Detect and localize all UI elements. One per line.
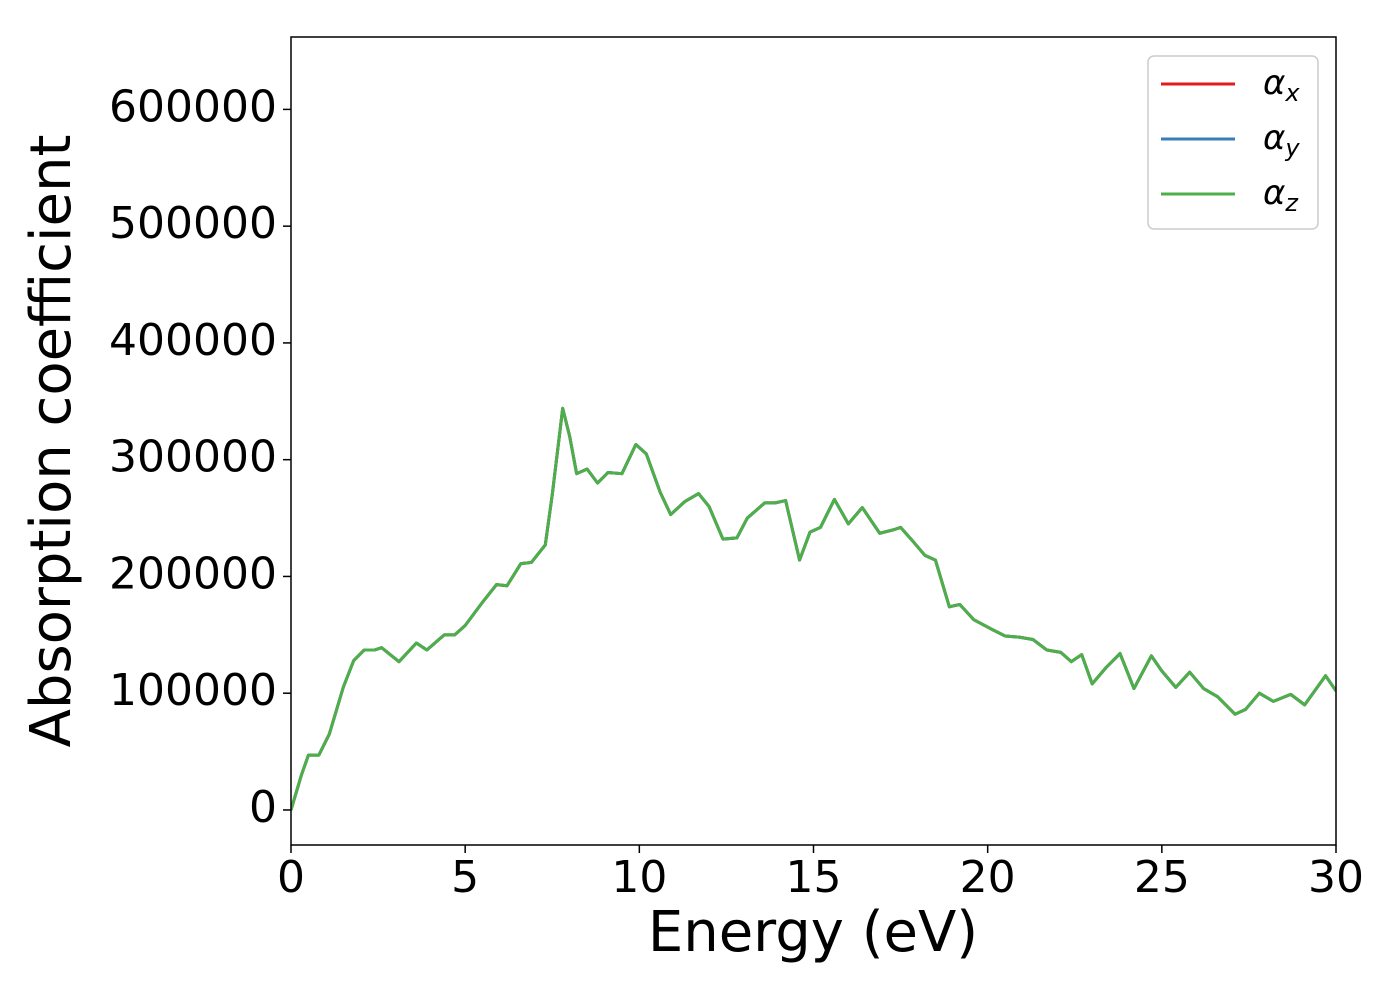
y-tick-label: 300000	[109, 432, 277, 483]
y-tick-label: 600000	[109, 81, 277, 132]
legend-box	[1147, 55, 1319, 230]
x-tick-label: 0	[277, 852, 305, 903]
data-line	[291, 406, 1336, 811]
y-tick-label: 200000	[109, 548, 277, 599]
x-tick-label: 30	[1308, 852, 1364, 903]
data-line	[291, 406, 1336, 811]
y-tick-label: 100000	[109, 665, 277, 716]
data-line	[291, 406, 1336, 811]
x-tick-label: 5	[451, 852, 479, 903]
x-tick-label: 20	[960, 852, 1016, 903]
x-tick-label: 15	[786, 852, 842, 903]
x-tick-label: 25	[1134, 852, 1190, 903]
x-axis-label: Energy (eV)	[648, 900, 978, 965]
plot-frame	[290, 36, 1337, 846]
y-tick-label: 0	[249, 782, 277, 833]
x-tick-label: 10	[611, 852, 667, 903]
y-axis-label: Absorption coefficient	[19, 135, 84, 748]
legend-label: αx	[1263, 63, 1300, 108]
legend-label: αy	[1263, 118, 1300, 163]
y-tick-label: 400000	[109, 315, 277, 366]
legend-label: αz	[1263, 173, 1299, 218]
y-tick-label: 500000	[109, 198, 277, 249]
